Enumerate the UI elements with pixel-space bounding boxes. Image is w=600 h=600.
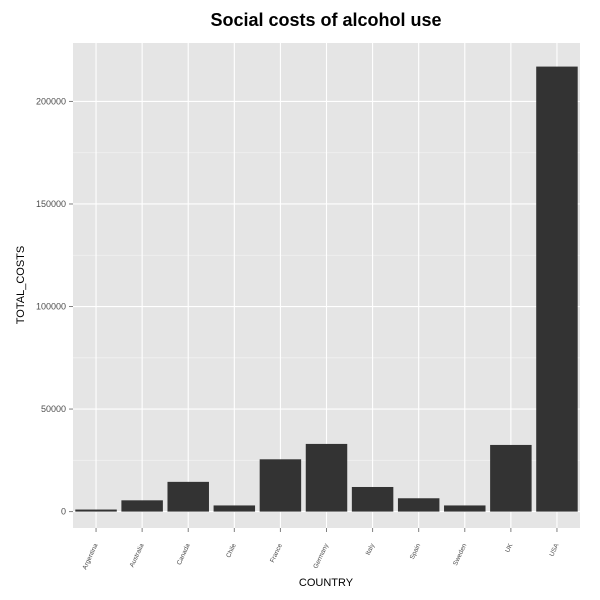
x-tick-label: Canada bbox=[176, 542, 192, 566]
x-tick-label: Germany bbox=[312, 542, 330, 570]
chart-title: Social costs of alcohol use bbox=[210, 10, 441, 30]
bar-australia bbox=[121, 500, 163, 512]
y-tick-label: 200000 bbox=[36, 96, 66, 106]
y-tick-label: 100000 bbox=[36, 302, 66, 312]
bar-spain bbox=[397, 498, 440, 512]
x-axis-ticks: Argentina Australia Canada Chile France Germa… bbox=[81, 528, 561, 571]
x-tick-label: Chile bbox=[225, 542, 238, 559]
x-tick-label: UK bbox=[504, 542, 514, 554]
y-tick-label: 50000 bbox=[41, 404, 66, 414]
y-axis-title: TOTAL_COSTS bbox=[15, 246, 27, 324]
x-axis-title: COUNTRY bbox=[299, 577, 354, 589]
x-tick-label: France bbox=[269, 542, 284, 564]
bar-france bbox=[259, 459, 302, 512]
y-tick-label: 0 bbox=[61, 507, 66, 517]
y-axis-ticks: 0 50000 100000 150000 200000 bbox=[36, 96, 73, 517]
x-tick-label: Australia bbox=[129, 542, 146, 568]
bar-usa bbox=[536, 66, 578, 512]
bar-italy bbox=[351, 486, 394, 512]
y-tick-label: 150000 bbox=[36, 199, 66, 209]
bar-uk bbox=[490, 444, 532, 512]
x-tick-label: USA bbox=[549, 542, 561, 558]
bar-canada bbox=[167, 481, 209, 512]
x-tick-label: Argentina bbox=[81, 542, 99, 571]
x-tick-label: Sweden bbox=[452, 542, 468, 567]
bars bbox=[75, 66, 578, 512]
bar-germany bbox=[305, 443, 348, 512]
bar-sweden bbox=[444, 505, 486, 512]
bar-chile bbox=[213, 505, 256, 512]
x-tick-label: Spain bbox=[409, 542, 423, 560]
bar-argentina bbox=[75, 509, 117, 512]
x-tick-label: Italy bbox=[365, 542, 377, 556]
